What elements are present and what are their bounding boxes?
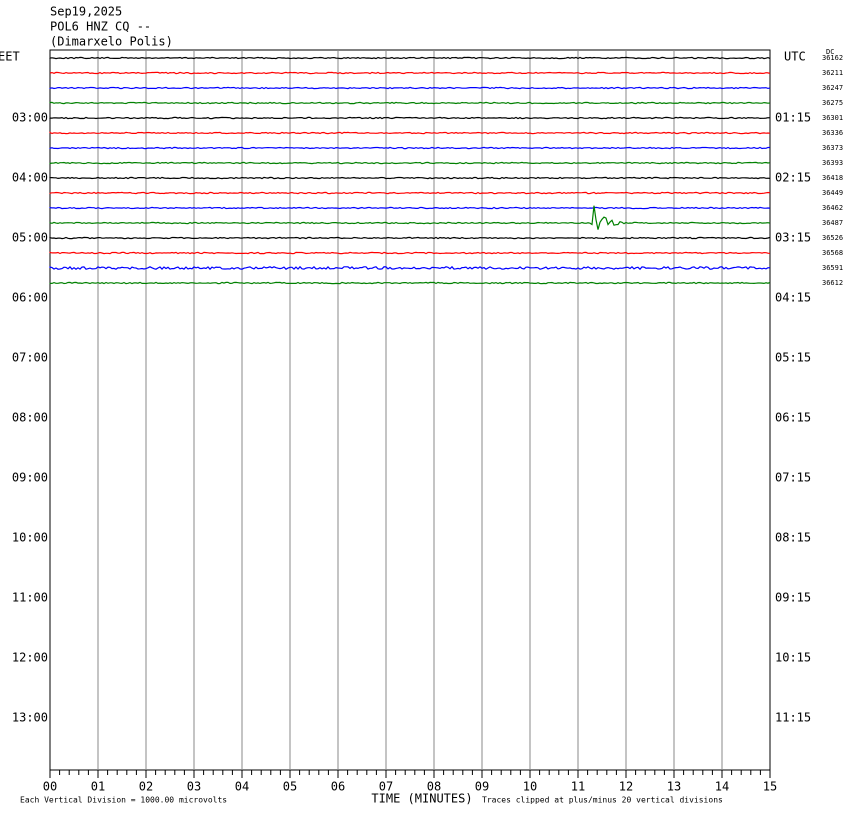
x-tick-label: 05 [283, 780, 297, 794]
x-tick-label: 13 [667, 780, 681, 794]
trace [49, 251, 771, 255]
dc-value: 36247 [822, 84, 843, 92]
date: Sep19,2025 [50, 5, 122, 19]
x-tick-label: 15 [763, 780, 777, 794]
left-axis-title: EET [0, 50, 20, 64]
dc-title: DC [826, 48, 834, 56]
right-hour-label: 07:15 [775, 471, 811, 485]
trace [49, 191, 771, 195]
dc-value: 36336 [822, 129, 843, 137]
right-hour-label: 04:15 [775, 291, 811, 305]
trace [49, 265, 771, 271]
right-hour-label: 05:15 [775, 351, 811, 365]
trace [49, 161, 771, 165]
trace [49, 281, 771, 285]
right-hour-label: 10:15 [775, 651, 811, 665]
x-tick-label: 02 [139, 780, 153, 794]
x-axis-title: TIME (MINUTES) [371, 792, 472, 806]
trace [49, 176, 771, 180]
left-hour-label: 13:00 [12, 711, 48, 725]
dc-value: 36393 [822, 159, 843, 167]
trace [49, 236, 771, 240]
dc-value: 36418 [822, 174, 843, 182]
right-hour-label: 03:15 [775, 231, 811, 245]
dc-value: 36591 [822, 264, 843, 272]
right-hour-label: 06:15 [775, 411, 811, 425]
x-tick-label: 06 [331, 780, 345, 794]
trace [49, 86, 771, 90]
x-tick-label: 09 [475, 780, 489, 794]
trace [49, 116, 771, 120]
x-tick-label: 10 [523, 780, 537, 794]
plot-frame [49, 49, 771, 771]
dc-value: 36211 [822, 69, 843, 77]
dc-value: 36373 [822, 144, 843, 152]
location: (Dimarxelo Polis) [50, 35, 173, 49]
dc-value: 36462 [822, 204, 843, 212]
trace [49, 205, 771, 230]
trace [49, 206, 771, 210]
x-tick-label: 12 [619, 780, 633, 794]
left-hour-label: 11:00 [12, 591, 48, 605]
right-hour-label: 01:15 [775, 111, 811, 125]
dc-value: 36526 [822, 234, 843, 242]
scale-note: Each Vertical Division = 1000.00 microvo… [20, 796, 227, 805]
trace [49, 131, 771, 135]
dc-value: 36275 [822, 99, 843, 107]
left-hour-label: 03:00 [12, 111, 48, 125]
right-hour-label: 09:15 [775, 591, 811, 605]
x-tick-label: 01 [91, 780, 105, 794]
dc-value: 36568 [822, 249, 843, 257]
right-axis-title: UTC [784, 50, 806, 64]
trace [49, 101, 771, 105]
trace [49, 71, 771, 75]
trace [49, 146, 770, 150]
x-tick-label: 00 [43, 780, 57, 794]
left-hour-label: 06:00 [12, 291, 48, 305]
dc-value: 36612 [822, 279, 843, 287]
left-hour-label: 09:00 [12, 471, 48, 485]
right-hour-label: 02:15 [775, 171, 811, 185]
x-tick-label: 08 [427, 780, 441, 794]
x-tick-label: 14 [715, 780, 729, 794]
dc-value: 36162 [822, 54, 843, 62]
x-tick-label: 11 [571, 780, 585, 794]
right-hour-label: 11:15 [775, 711, 811, 725]
left-hour-label: 07:00 [12, 351, 48, 365]
dc-value: 36301 [822, 114, 843, 122]
left-hour-label: 05:00 [12, 231, 48, 245]
x-tick-label: 07 [379, 780, 393, 794]
clip-note: Traces clipped at plus/minus 20 vertical… [482, 796, 723, 805]
left-hour-label: 04:00 [12, 171, 48, 185]
left-hour-label: 10:00 [12, 531, 48, 545]
x-tick-label: 04 [235, 780, 249, 794]
left-hour-label: 12:00 [12, 651, 48, 665]
dc-value: 36449 [822, 189, 843, 197]
station: POL6 HNZ CQ -- [50, 20, 151, 34]
right-hour-label: 08:15 [775, 531, 811, 545]
dc-value: 36487 [822, 219, 843, 227]
x-tick-label: 03 [187, 780, 201, 794]
left-hour-label: 08:00 [12, 411, 48, 425]
trace [49, 56, 771, 60]
